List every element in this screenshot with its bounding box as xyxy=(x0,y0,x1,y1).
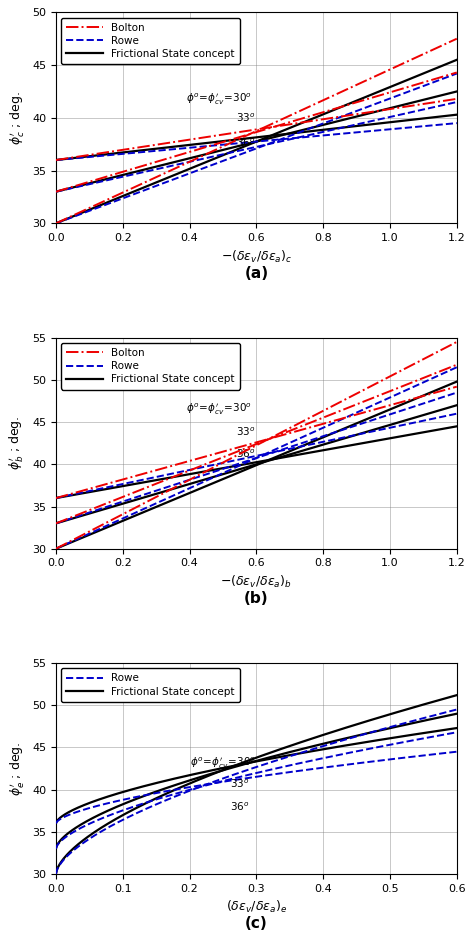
Text: $33^o$: $33^o$ xyxy=(237,112,255,124)
Legend: Bolton, Rowe, Frictional State concept: Bolton, Rowe, Frictional State concept xyxy=(61,18,240,64)
Text: $33^o$: $33^o$ xyxy=(229,777,249,790)
Legend: Rowe, Frictional State concept: Rowe, Frictional State concept xyxy=(61,668,240,702)
X-axis label: $-(\delta\varepsilon_v/\delta\varepsilon_a)_c$: $-(\delta\varepsilon_v/\delta\varepsilon… xyxy=(221,248,292,265)
Legend: Bolton, Rowe, Frictional State concept: Bolton, Rowe, Frictional State concept xyxy=(61,343,240,389)
Text: $36^o$: $36^o$ xyxy=(229,800,249,813)
Text: (a): (a) xyxy=(244,266,268,280)
X-axis label: $-(\delta\varepsilon_v/\delta\varepsilon_a)_b$: $-(\delta\varepsilon_v/\delta\varepsilon… xyxy=(220,574,292,590)
Y-axis label: $\phi^{\prime}_b$ ; deg.: $\phi^{\prime}_b$ ; deg. xyxy=(9,416,27,470)
Y-axis label: $\phi^{\prime}_e$ ; deg.: $\phi^{\prime}_e$ ; deg. xyxy=(9,742,27,796)
Text: $\phi^o\!=\!\phi^{\prime}_{cv}\!=\!30^o$: $\phi^o\!=\!\phi^{\prime}_{cv}\!=\!30^o$ xyxy=(186,401,252,417)
Y-axis label: $\phi^{\prime}_c$ ; deg.: $\phi^{\prime}_c$ ; deg. xyxy=(9,91,27,145)
X-axis label: $(\delta\varepsilon_v/\delta\varepsilon_a)_e$: $(\delta\varepsilon_v/\delta\varepsilon_… xyxy=(226,900,287,916)
Text: $36^o$: $36^o$ xyxy=(237,137,255,149)
Text: $\phi^o\!=\!\phi^{\prime}_{cv}\!=\!30^o$: $\phi^o\!=\!\phi^{\prime}_{cv}\!=\!30^o$ xyxy=(190,756,255,771)
Text: (b): (b) xyxy=(244,591,269,606)
Text: $36^o$: $36^o$ xyxy=(237,447,255,460)
Text: (c): (c) xyxy=(245,916,268,932)
Text: $\phi^o\!=\!\phi^{\prime}_{cv}\!=\!30^o$: $\phi^o\!=\!\phi^{\prime}_{cv}\!=\!30^o$ xyxy=(186,91,252,107)
Text: $33^o$: $33^o$ xyxy=(237,426,255,438)
